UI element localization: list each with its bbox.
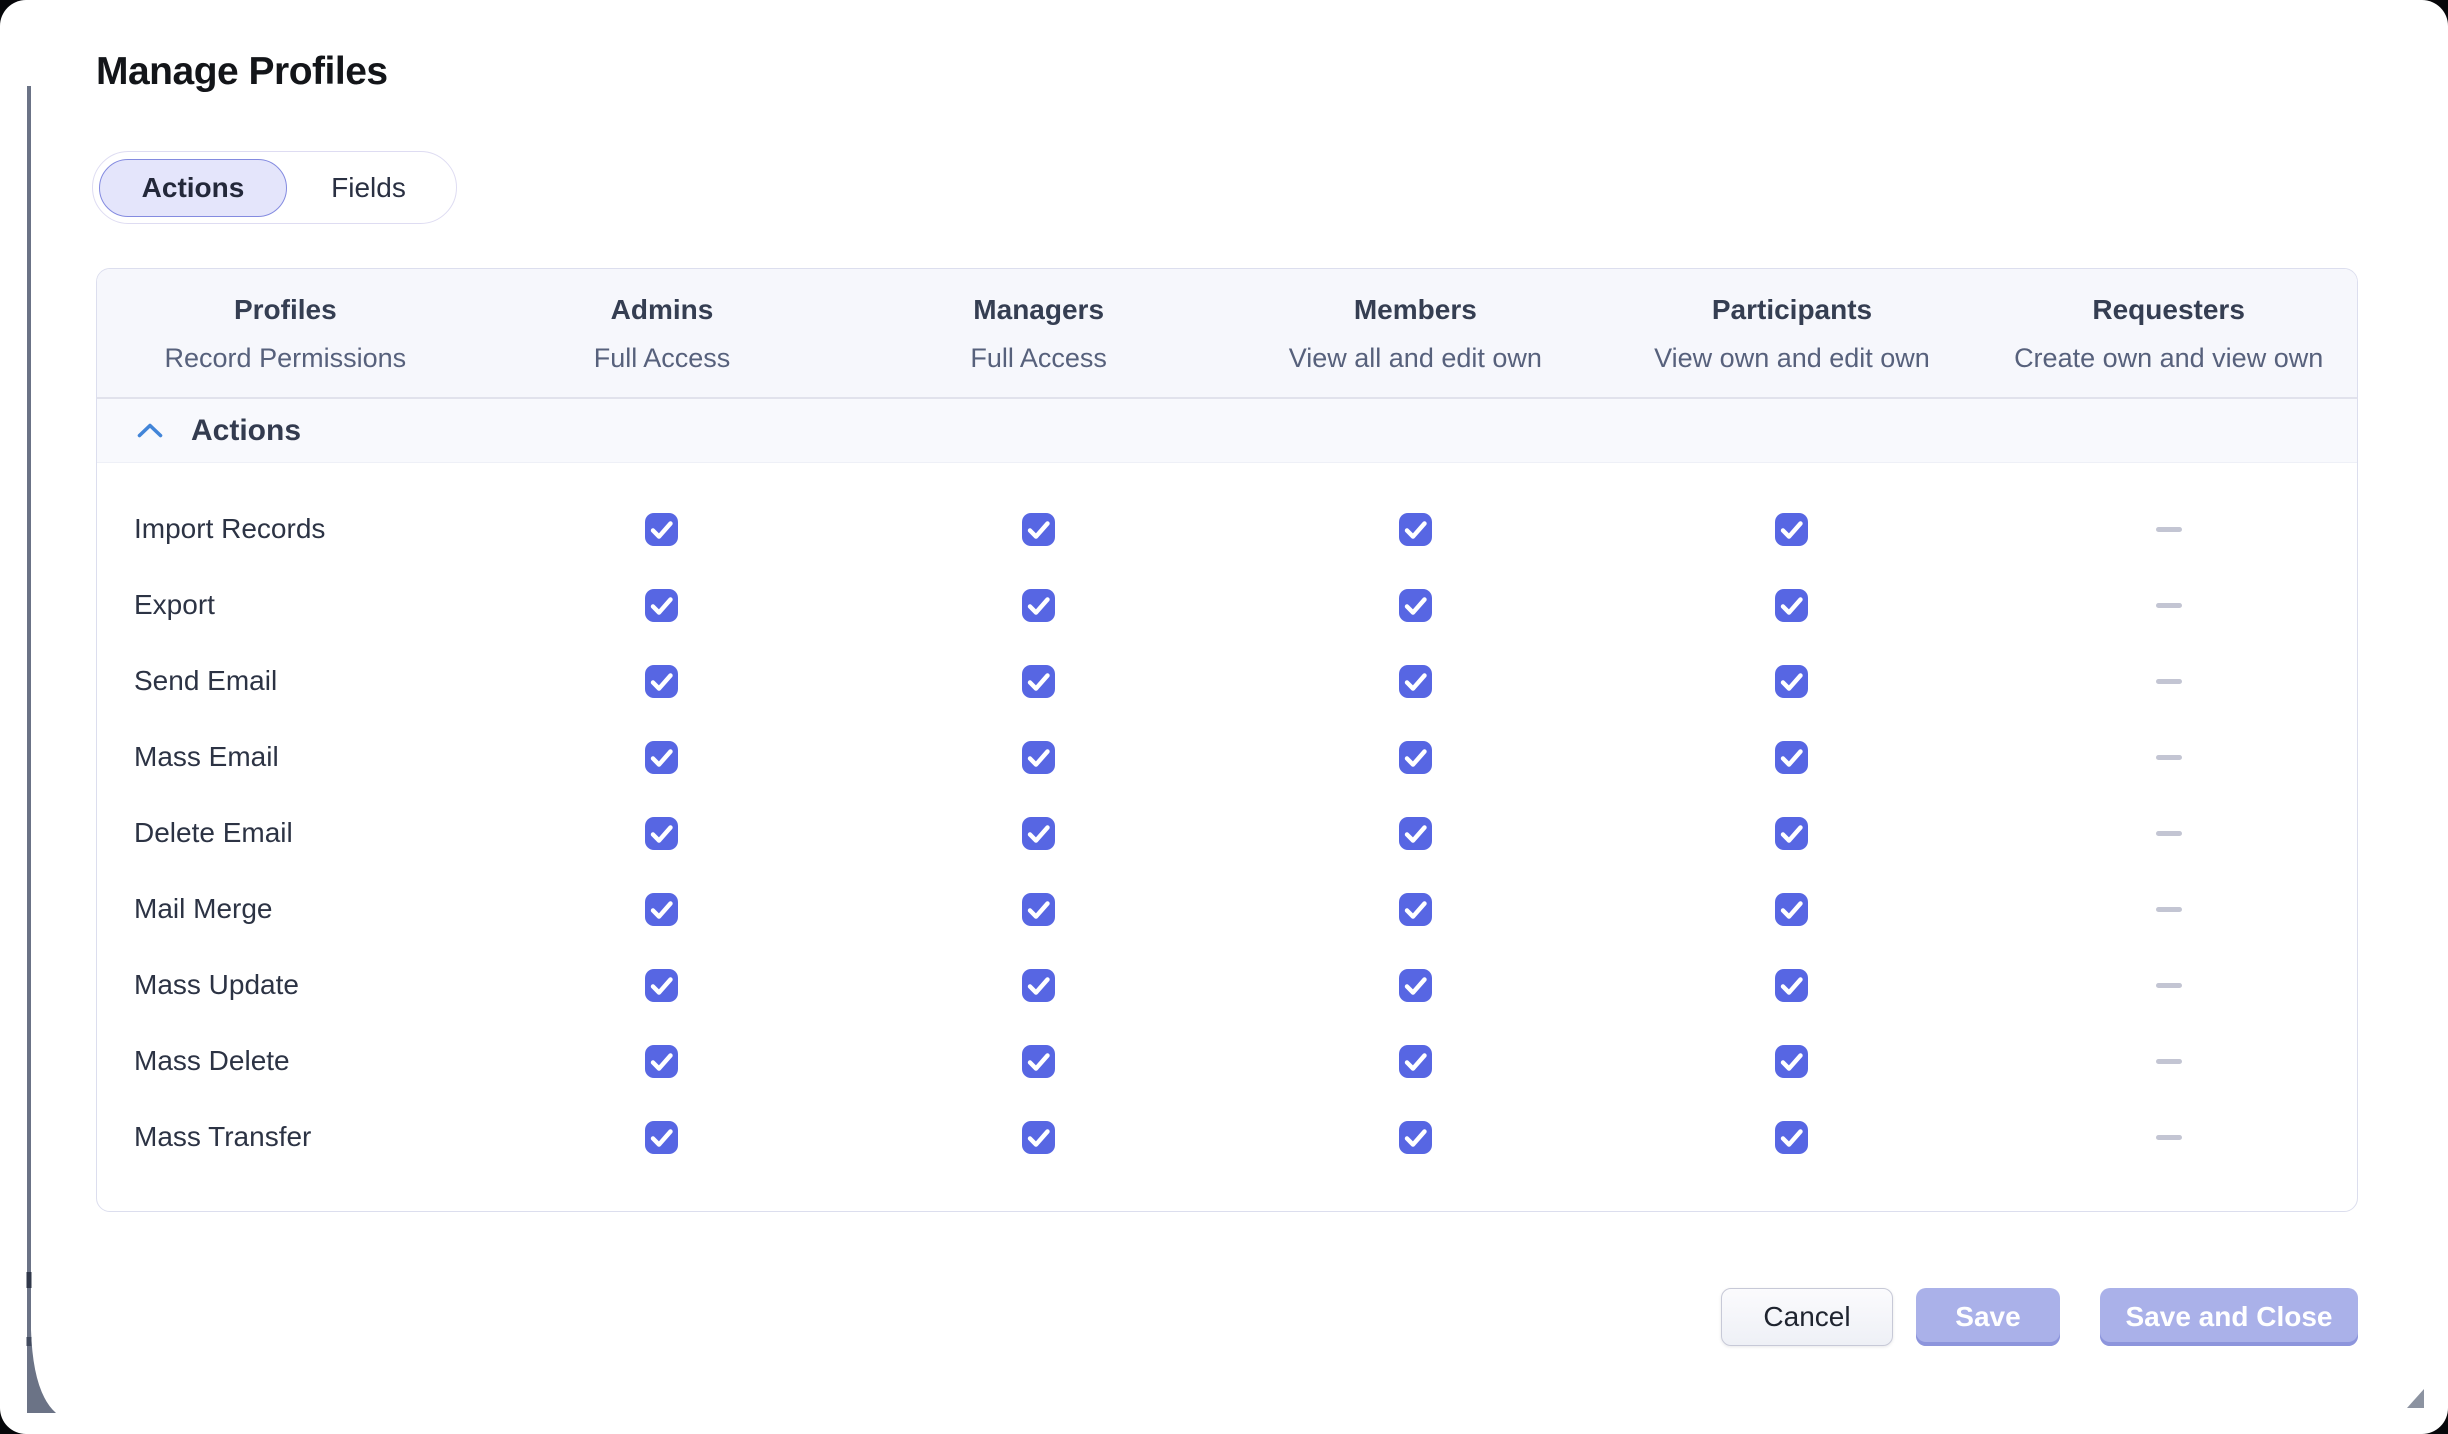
table-row: Import Records — [97, 491, 2357, 567]
action-label: Delete Email — [134, 817, 293, 848]
checked-checkbox-icon[interactable] — [1398, 512, 1432, 546]
column-title: Managers — [973, 294, 1105, 325]
action-label: Mass Transfer — [134, 1121, 312, 1152]
checked-checkbox-icon[interactable] — [1775, 512, 1809, 546]
checked-checkbox-icon[interactable] — [645, 588, 679, 622]
checked-checkbox-icon[interactable] — [1775, 740, 1809, 774]
not-applicable-dash-icon — [2155, 754, 2182, 760]
action-label: Mass Email — [134, 741, 279, 772]
column-header-requesters: Requesters Create own and view own — [1980, 269, 2357, 397]
checked-checkbox-icon[interactable] — [1775, 816, 1809, 850]
not-applicable-dash-icon — [2155, 982, 2182, 988]
tab-group: Actions Fields — [92, 151, 457, 224]
save-and-close-button[interactable]: Save and Close — [2100, 1288, 2358, 1346]
save-button[interactable]: Save — [1916, 1288, 2060, 1346]
permissions-table: Profiles Record Permissions Admins Full … — [96, 268, 2358, 1212]
table-row: Mass Transfer — [97, 1099, 2357, 1175]
section-label: Actions — [191, 413, 302, 447]
table-header-row: Profiles Record Permissions Admins Full … — [97, 269, 2357, 399]
checked-checkbox-icon[interactable] — [645, 816, 679, 850]
column-subtitle: Record Permissions — [164, 343, 407, 373]
checked-checkbox-icon[interactable] — [1775, 968, 1809, 1002]
column-title: Profiles — [233, 294, 337, 325]
not-applicable-dash-icon — [2155, 602, 2182, 608]
column-title: Members — [1353, 294, 1477, 325]
checked-checkbox-icon[interactable] — [1022, 740, 1056, 774]
checked-checkbox-icon[interactable] — [1022, 968, 1056, 1002]
checked-checkbox-icon[interactable] — [1022, 816, 1056, 850]
column-title: Requesters — [2092, 294, 2245, 325]
column-subtitle: Create own and view own — [2014, 343, 2324, 373]
table-row: Mail Merge — [97, 871, 2357, 947]
checked-checkbox-icon[interactable] — [1775, 1120, 1809, 1154]
checked-checkbox-icon[interactable] — [1022, 1120, 1056, 1154]
column-header-participants: Participants View own and edit own — [1604, 269, 1981, 397]
checked-checkbox-icon[interactable] — [645, 1120, 679, 1154]
table-row: Send Email — [97, 643, 2357, 719]
column-header-profiles: Profiles Record Permissions — [97, 269, 474, 397]
table-row: Export — [97, 567, 2357, 643]
checked-checkbox-icon[interactable] — [1022, 588, 1056, 622]
checked-checkbox-icon[interactable] — [1775, 588, 1809, 622]
actions-section-header[interactable]: Actions — [97, 399, 2357, 463]
checked-checkbox-icon[interactable] — [645, 1044, 679, 1078]
checked-checkbox-icon[interactable] — [1022, 892, 1056, 926]
checked-checkbox-icon[interactable] — [1398, 740, 1432, 774]
not-applicable-dash-icon — [2155, 526, 2182, 532]
tab-actions[interactable]: Actions — [99, 158, 287, 217]
action-label: Send Email — [134, 665, 278, 696]
table-row: Mass Update — [97, 947, 2357, 1023]
checked-checkbox-icon[interactable] — [1775, 664, 1809, 698]
checked-checkbox-icon[interactable] — [645, 512, 679, 546]
checked-checkbox-icon[interactable] — [645, 968, 679, 1002]
checked-checkbox-icon[interactable] — [1398, 588, 1432, 622]
not-applicable-dash-icon — [2155, 1058, 2182, 1064]
checked-checkbox-icon[interactable] — [1398, 968, 1432, 1002]
not-applicable-dash-icon — [2155, 830, 2182, 836]
column-header-managers: Managers Full Access — [850, 269, 1227, 397]
checked-checkbox-icon[interactable] — [1398, 1044, 1432, 1078]
table-body: Import Records Export Send Email Mass Em… — [97, 463, 2357, 1175]
cancel-button[interactable]: Cancel — [1721, 1288, 1893, 1346]
page-title: Manage Profiles — [96, 50, 388, 93]
table-row: Delete Email — [97, 795, 2357, 871]
resize-grip-icon[interactable] — [2407, 1389, 2424, 1408]
checked-checkbox-icon[interactable] — [645, 740, 679, 774]
checked-checkbox-icon[interactable] — [1398, 1120, 1432, 1154]
checked-checkbox-icon[interactable] — [1022, 664, 1056, 698]
column-subtitle: Full Access — [593, 343, 731, 373]
action-label: Export — [134, 589, 215, 620]
column-title: Participants — [1711, 294, 1873, 325]
not-applicable-dash-icon — [2155, 1134, 2182, 1140]
table-row: Mass Email — [97, 719, 2357, 795]
column-subtitle: View all and edit own — [1288, 343, 1542, 373]
action-label: Import Records — [134, 513, 326, 544]
not-applicable-dash-icon — [2155, 906, 2182, 912]
column-subtitle: View own and edit own — [1654, 343, 1930, 373]
checked-checkbox-icon[interactable] — [1022, 1044, 1056, 1078]
checked-checkbox-icon[interactable] — [1775, 892, 1809, 926]
column-title: Admins — [610, 294, 714, 325]
table-row: Mass Delete — [97, 1023, 2357, 1099]
action-label: Mail Merge — [134, 893, 273, 924]
action-label: Mass Update — [134, 969, 299, 1000]
checked-checkbox-icon[interactable] — [1398, 664, 1432, 698]
action-label: Mass Delete — [134, 1045, 290, 1076]
checked-checkbox-icon[interactable] — [1398, 816, 1432, 850]
chevron-up-icon[interactable] — [137, 423, 163, 438]
checked-checkbox-icon[interactable] — [1398, 892, 1432, 926]
checked-checkbox-icon[interactable] — [1022, 512, 1056, 546]
left-edge-rule — [26, 86, 56, 1413]
tab-fields[interactable]: Fields — [287, 159, 450, 217]
checked-checkbox-icon[interactable] — [645, 664, 679, 698]
column-header-members: Members View all and edit own — [1227, 269, 1604, 397]
checked-checkbox-icon[interactable] — [1775, 1044, 1809, 1078]
column-header-admins: Admins Full Access — [474, 269, 851, 397]
column-subtitle: Full Access — [970, 343, 1107, 373]
checked-checkbox-icon[interactable] — [645, 892, 679, 926]
not-applicable-dash-icon — [2155, 678, 2182, 684]
